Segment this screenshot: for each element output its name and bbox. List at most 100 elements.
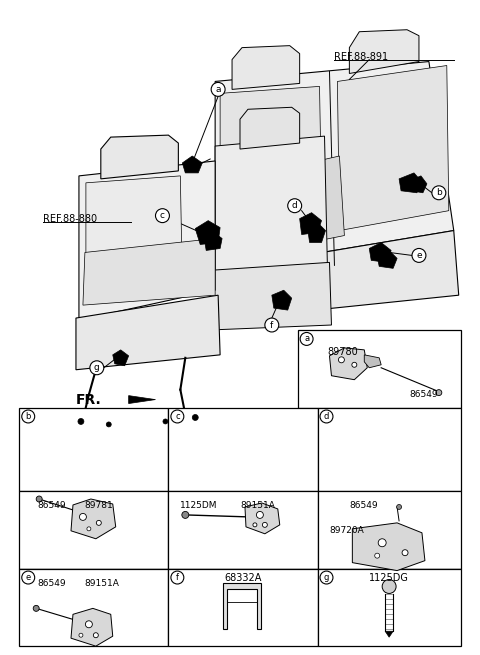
- Polygon shape: [352, 523, 425, 571]
- Circle shape: [288, 198, 301, 213]
- Polygon shape: [308, 223, 325, 242]
- Polygon shape: [71, 499, 116, 539]
- Text: REF.88-891: REF.88-891: [335, 52, 389, 62]
- Circle shape: [253, 523, 257, 527]
- Polygon shape: [377, 250, 397, 269]
- Polygon shape: [409, 176, 427, 193]
- Text: 89151A: 89151A: [240, 502, 275, 510]
- Circle shape: [156, 209, 169, 223]
- Polygon shape: [245, 503, 280, 534]
- Circle shape: [90, 361, 104, 375]
- Circle shape: [436, 390, 442, 396]
- Circle shape: [432, 186, 446, 200]
- Bar: [298, 330, 461, 407]
- Polygon shape: [195, 221, 220, 244]
- Polygon shape: [86, 176, 182, 295]
- Circle shape: [192, 415, 198, 421]
- Circle shape: [22, 410, 35, 423]
- Text: 89780: 89780: [327, 347, 358, 357]
- Circle shape: [171, 410, 184, 423]
- Circle shape: [22, 571, 35, 584]
- Circle shape: [93, 633, 98, 638]
- Polygon shape: [364, 355, 381, 367]
- Circle shape: [375, 553, 380, 558]
- Text: g: g: [94, 364, 100, 372]
- Circle shape: [320, 571, 333, 584]
- Polygon shape: [76, 295, 220, 370]
- Polygon shape: [337, 66, 449, 231]
- Polygon shape: [223, 582, 261, 629]
- Polygon shape: [272, 290, 292, 310]
- Polygon shape: [300, 213, 322, 234]
- Text: 1125DG: 1125DG: [369, 572, 409, 582]
- Circle shape: [36, 496, 42, 502]
- Polygon shape: [129, 396, 156, 403]
- Polygon shape: [399, 173, 421, 193]
- Text: 86549: 86549: [409, 390, 438, 399]
- Polygon shape: [215, 231, 459, 320]
- Polygon shape: [182, 156, 202, 173]
- Circle shape: [106, 422, 111, 427]
- Polygon shape: [113, 350, 129, 365]
- Polygon shape: [215, 136, 327, 280]
- Circle shape: [320, 410, 333, 423]
- Circle shape: [79, 514, 86, 520]
- Bar: [168, 407, 318, 491]
- Circle shape: [96, 520, 101, 525]
- Text: 86549: 86549: [349, 502, 378, 510]
- Circle shape: [382, 580, 396, 593]
- Bar: [19, 407, 168, 491]
- Text: b: b: [25, 412, 31, 421]
- Circle shape: [78, 419, 84, 424]
- Polygon shape: [79, 161, 215, 320]
- Polygon shape: [215, 62, 454, 271]
- Text: 89720A: 89720A: [329, 527, 364, 535]
- Circle shape: [338, 357, 344, 363]
- Text: c: c: [160, 211, 165, 220]
- Polygon shape: [385, 631, 393, 637]
- Text: 86549: 86549: [37, 579, 66, 588]
- Bar: [19, 491, 168, 569]
- Text: REF.88-880: REF.88-880: [43, 214, 97, 223]
- Circle shape: [263, 523, 267, 527]
- Text: f: f: [176, 573, 179, 582]
- Text: e: e: [25, 573, 31, 582]
- Text: 68332A: 68332A: [224, 572, 262, 582]
- Bar: [318, 407, 461, 491]
- Text: 89151A: 89151A: [84, 579, 119, 588]
- Text: 1125DM: 1125DM: [180, 502, 218, 510]
- Bar: [168, 569, 318, 646]
- Text: a: a: [304, 335, 309, 343]
- Polygon shape: [329, 348, 367, 380]
- Polygon shape: [83, 238, 215, 305]
- Circle shape: [396, 504, 402, 510]
- Polygon shape: [204, 233, 222, 250]
- Text: b: b: [436, 188, 442, 197]
- Circle shape: [211, 83, 225, 96]
- Bar: [318, 491, 461, 569]
- Text: 86549: 86549: [37, 502, 66, 510]
- Circle shape: [33, 605, 39, 611]
- Text: c: c: [175, 412, 180, 421]
- Polygon shape: [240, 107, 300, 149]
- Polygon shape: [101, 135, 179, 179]
- Text: g: g: [324, 573, 329, 582]
- Text: FR.: FR.: [76, 392, 102, 407]
- Circle shape: [300, 333, 313, 345]
- Text: e: e: [416, 251, 422, 260]
- Text: 89781: 89781: [84, 502, 113, 510]
- Polygon shape: [71, 608, 113, 646]
- Circle shape: [87, 527, 91, 531]
- Bar: [19, 569, 168, 646]
- Bar: [318, 569, 461, 646]
- Bar: [168, 491, 318, 569]
- Text: d: d: [292, 201, 298, 210]
- Polygon shape: [232, 46, 300, 89]
- Circle shape: [85, 621, 92, 627]
- Polygon shape: [210, 263, 332, 330]
- Polygon shape: [318, 156, 344, 240]
- Circle shape: [378, 539, 386, 547]
- Circle shape: [182, 512, 189, 518]
- Circle shape: [402, 550, 408, 555]
- Circle shape: [163, 419, 168, 424]
